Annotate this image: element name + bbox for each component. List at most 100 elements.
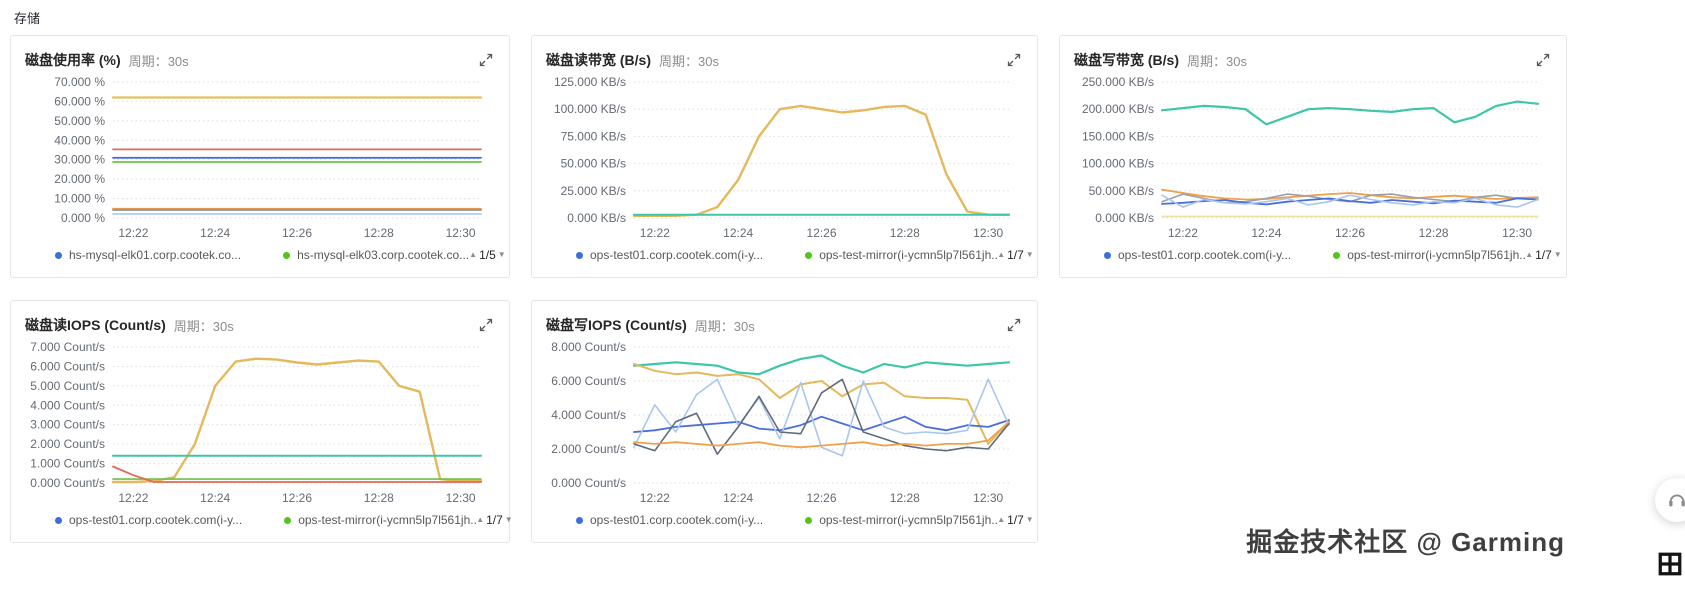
y-tick-label: 0.000 % bbox=[61, 211, 105, 225]
legend-pager: ▲ 1/5 ▼ bbox=[469, 248, 506, 262]
pager-up-icon[interactable]: ▲ bbox=[1525, 250, 1534, 259]
x-tick-label: 12:24 bbox=[1251, 226, 1281, 240]
x-tick-label: 12:22 bbox=[640, 226, 670, 240]
period-value: 30s bbox=[1226, 53, 1247, 69]
panel-title: 磁盘读带宽 (B/s) bbox=[546, 52, 651, 68]
legend-dot bbox=[576, 516, 583, 524]
x-tick-label: 12:24 bbox=[723, 226, 753, 240]
y-tick-label: 1.000 Count/s bbox=[30, 457, 105, 471]
expand-icon[interactable] bbox=[1534, 51, 1552, 69]
y-tick-label: 125.000 KB/s bbox=[554, 75, 626, 89]
series-lightblue bbox=[1161, 194, 1539, 208]
expand-icon[interactable] bbox=[477, 316, 495, 334]
legend: ops-test01.corp.cootek.com(i-y... ops-te… bbox=[25, 511, 513, 527]
legend-item[interactable]: ops-test-mirror(i-ycmn5lp7l561jh... bbox=[1333, 248, 1525, 262]
legend-label: ops-test01.corp.cootek.com(i-y... bbox=[590, 513, 764, 527]
x-tick-label: 12:30 bbox=[973, 491, 1003, 505]
legend-item[interactable]: ops-test-mirror(i-ycmn5lp7l561jh... bbox=[284, 513, 476, 527]
x-tick-label: 12:22 bbox=[118, 491, 148, 505]
legend-pager: ▲ 1/7 ▼ bbox=[997, 513, 1034, 527]
series-teal bbox=[632, 354, 1011, 376]
chart-canvas: 8.000 Count/s 6.000 Count/s 4.000 Count/s 2… bbox=[551, 340, 1011, 505]
panel-title: 磁盘写带宽 (B/s) bbox=[1074, 52, 1179, 68]
x-tick-label: 12:24 bbox=[723, 491, 753, 505]
panel-disk-read-iops: 磁盘读IOPS (Count/s) 周期：30s 7.000 Count/s 6.… bbox=[10, 300, 513, 543]
pager-down-icon[interactable]: ▼ bbox=[497, 250, 506, 259]
legend-label: ops-test01.corp.cootek.com(i-y... bbox=[69, 513, 243, 527]
pager-count: 1/7 bbox=[1535, 248, 1552, 262]
period-value: 30s bbox=[698, 53, 719, 69]
pager-up-icon[interactable]: ▲ bbox=[997, 250, 1006, 259]
help-button[interactable] bbox=[1655, 478, 1685, 522]
y-tick-label: 70.000 % bbox=[54, 75, 105, 89]
legend-item[interactable]: ops-test01.corp.cootek.com(i-y... bbox=[576, 513, 763, 527]
legend-pager: ▲ 1/7 ▼ bbox=[476, 513, 513, 527]
pager-up-icon[interactable]: ▲ bbox=[469, 250, 478, 259]
panel-disk-write-bandwidth: 磁盘写带宽 (B/s) 周期：30s 250.000 KB/s 200.000 K… bbox=[1059, 35, 1567, 278]
expand-icon[interactable] bbox=[1005, 316, 1023, 334]
legend: ops-test01.corp.cootek.com(i-y... ops-te… bbox=[1074, 246, 1562, 262]
pager-up-icon[interactable]: ▲ bbox=[997, 515, 1006, 524]
y-tick-label: 6.000 Count/s bbox=[551, 374, 626, 388]
chart-canvas: 70.000 % 60.000 % 50.000 % 40.000 % 30.000 %… bbox=[54, 75, 483, 240]
y-tick-label: 40.000 % bbox=[54, 133, 105, 147]
y-tick-label: 0.000 KB/s bbox=[1095, 211, 1154, 225]
y-tick-label: 2.000 Count/s bbox=[551, 442, 626, 456]
pager-down-icon[interactable]: ▼ bbox=[1025, 250, 1034, 259]
y-tick-label: 0.000 KB/s bbox=[567, 211, 626, 225]
legend-label: ops-test-mirror(i-ycmn5lp7l561jh... bbox=[1347, 248, 1526, 262]
watermark: 掘金技术社区 @ Garming bbox=[1246, 527, 1565, 557]
legend: ops-test01.corp.cootek.com(i-y... ops-te… bbox=[546, 246, 1034, 262]
expand-icon[interactable] bbox=[1005, 51, 1023, 69]
legend-pager: ▲ 1/7 ▼ bbox=[997, 248, 1034, 262]
y-tick-label: 3.000 Count/s bbox=[30, 418, 105, 432]
series-yellow bbox=[633, 363, 1010, 445]
legend-item[interactable]: ops-test-mirror(i-ycmn5lp7l561jh... bbox=[805, 248, 997, 262]
period-value: 30s bbox=[167, 53, 189, 69]
panel-title: 磁盘写IOPS (Count/s) bbox=[546, 317, 687, 333]
y-tick-label: 50.000 KB/s bbox=[1089, 184, 1154, 198]
x-tick-label: 12:26 bbox=[282, 226, 312, 240]
panel-disk-usage: 磁盘使用率 (%) 周期：30s 70.000 % 60.000 % 50.000 … bbox=[10, 35, 510, 278]
x-tick-label: 12:28 bbox=[890, 491, 920, 505]
pager-count: 1/5 bbox=[479, 248, 496, 262]
pager-down-icon[interactable]: ▼ bbox=[1553, 250, 1562, 259]
legend-item[interactable]: hs-mysql-elk03.corp.cootek.co... bbox=[283, 248, 469, 262]
legend-item[interactable]: ops-test01.corp.cootek.com(i-y... bbox=[1104, 248, 1291, 262]
x-tick-label: 12:26 bbox=[282, 491, 312, 505]
series-yellow bbox=[632, 104, 1011, 218]
period-value: 30s bbox=[212, 318, 234, 334]
legend-label: ops-test-mirror(i-ycmn5lp7l561jh... bbox=[819, 248, 998, 262]
period-value: 30s bbox=[733, 318, 755, 334]
y-tick-label: 8.000 Count/s bbox=[551, 340, 626, 354]
period: 周期：30s bbox=[695, 316, 755, 335]
legend-item[interactable]: ops-test01.corp.cootek.com(i-y... bbox=[55, 513, 242, 527]
pager-up-icon[interactable]: ▲ bbox=[476, 515, 485, 524]
period: 周期：30s bbox=[659, 51, 719, 70]
y-tick-label: 50.000 % bbox=[54, 114, 105, 128]
x-tick-label: 12:26 bbox=[806, 226, 836, 240]
legend-label: hs-mysql-elk01.corp.cootek.co... bbox=[69, 248, 242, 262]
period-label: 周期： bbox=[694, 318, 734, 334]
pager-down-icon[interactable]: ▼ bbox=[1025, 515, 1034, 524]
legend-dot bbox=[1333, 251, 1341, 259]
legend-dot bbox=[805, 251, 813, 259]
legend-item[interactable]: ops-test-mirror(i-ycmn5lp7l561jh... bbox=[805, 513, 997, 527]
pager-count: 1/7 bbox=[1007, 513, 1024, 527]
pixel-grid-icon bbox=[1657, 551, 1683, 577]
panel-title: 磁盘读IOPS (Count/s) bbox=[25, 317, 166, 333]
x-tick-label: 12:24 bbox=[200, 491, 230, 505]
period-label: 周期： bbox=[659, 53, 699, 69]
legend-label: ops-test-mirror(i-ycmn5lp7l561jh... bbox=[298, 513, 477, 527]
y-tick-label: 20.000 % bbox=[54, 172, 105, 186]
y-tick-label: 50.000 KB/s bbox=[561, 157, 626, 171]
legend: hs-mysql-elk01.corp.cootek.co... hs-mysq… bbox=[25, 246, 506, 262]
series-red bbox=[112, 465, 482, 483]
pager-count: 1/7 bbox=[1007, 248, 1024, 262]
series-yellow bbox=[111, 357, 483, 484]
legend-item[interactable]: hs-mysql-elk01.corp.cootek.co... bbox=[55, 248, 241, 262]
pager-down-icon[interactable]: ▼ bbox=[504, 515, 513, 524]
legend-item[interactable]: ops-test01.corp.cootek.com(i-y... bbox=[576, 248, 763, 262]
expand-icon[interactable] bbox=[477, 51, 495, 69]
series-blue bbox=[1161, 197, 1539, 206]
